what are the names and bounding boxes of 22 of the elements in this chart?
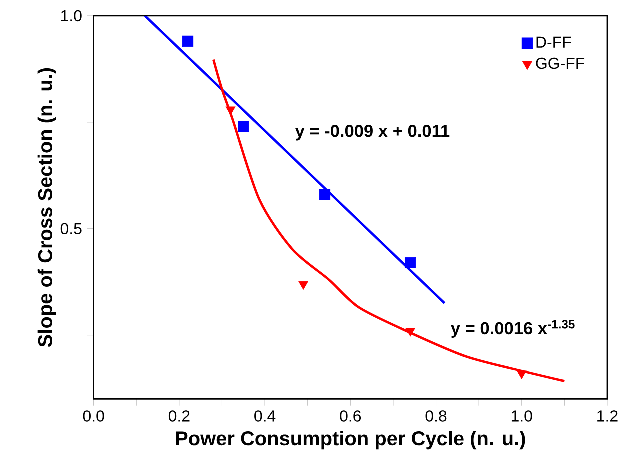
point bbox=[182, 36, 194, 48]
x-axis-title: Power Consumption per Cycle (n. u.) bbox=[176, 430, 526, 450]
x-tick-label: 0.0 bbox=[83, 410, 104, 422]
point bbox=[404, 257, 416, 269]
legend-label: GG-FF bbox=[536, 58, 585, 70]
x-tick-label: 0.2 bbox=[168, 410, 190, 422]
point bbox=[319, 189, 331, 200]
point bbox=[226, 106, 236, 116]
x-tick-label: 0.6 bbox=[340, 410, 362, 422]
y-axis-title: Slope of Cross Section (n. u.) bbox=[38, 68, 56, 348]
x-tick-label: 0.4 bbox=[254, 410, 276, 422]
y-tick-label: 0.5 bbox=[60, 223, 82, 234]
point bbox=[238, 121, 250, 132]
legend-label: D-FF bbox=[536, 36, 572, 48]
point bbox=[406, 328, 416, 337]
x-tick-label: 1.2 bbox=[598, 410, 618, 422]
point bbox=[516, 370, 527, 380]
x-tick-label: 1.0 bbox=[512, 410, 532, 422]
annotation: y = -0.009 x + 0.011 bbox=[295, 124, 450, 141]
x-tick-label: 0.8 bbox=[426, 410, 447, 422]
annotation: y = 0.0016 x$^{-1.35}$ bbox=[451, 320, 575, 338]
point bbox=[298, 281, 308, 290]
